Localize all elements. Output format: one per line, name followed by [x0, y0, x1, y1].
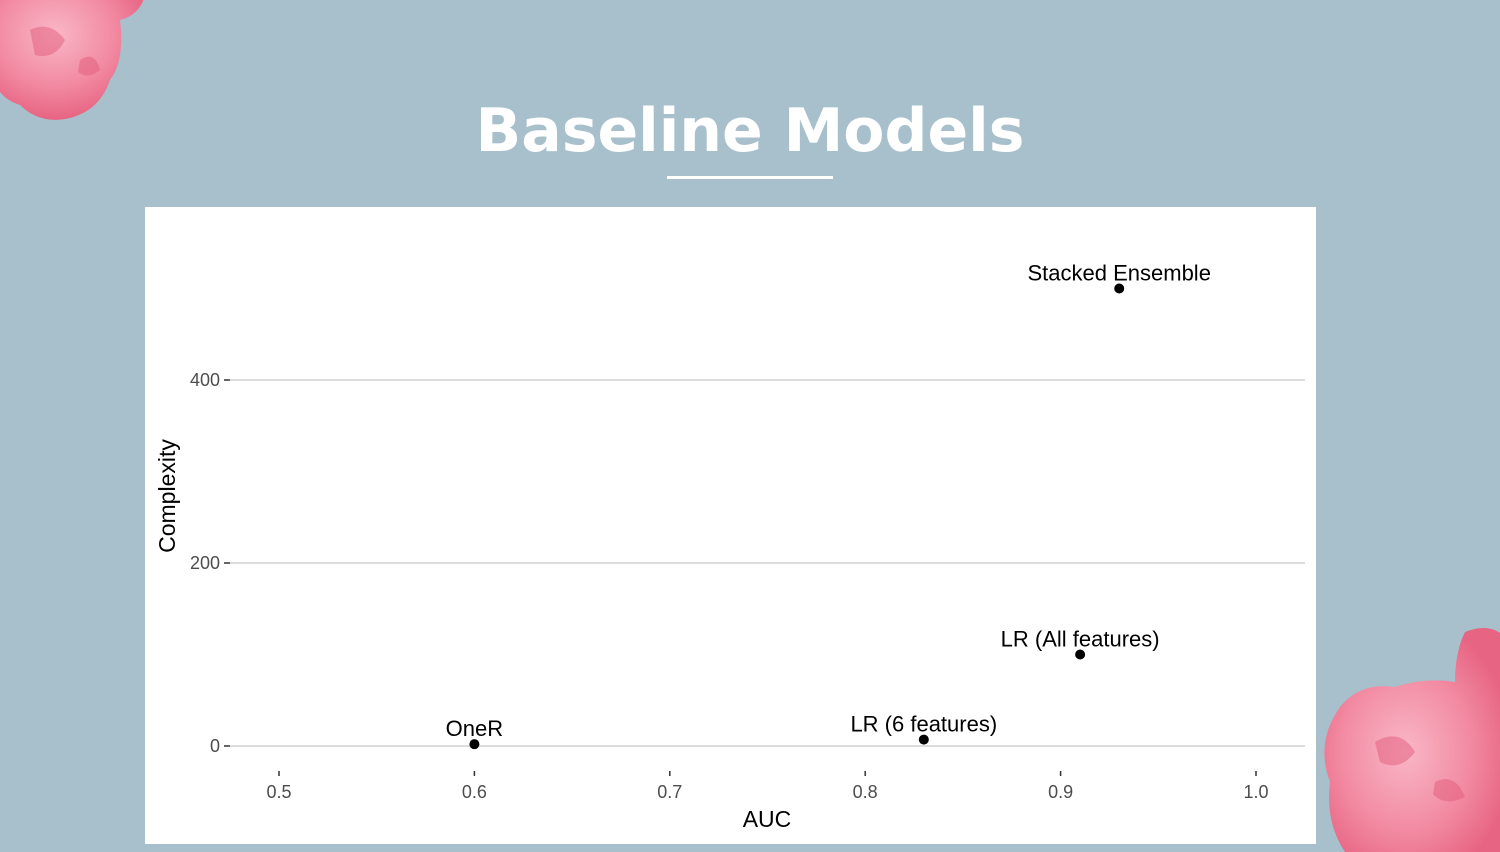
chart-panel — [145, 207, 1316, 844]
point-label: Stacked Ensemble — [1028, 261, 1211, 286]
cotton-candy-top-left-decoration — [0, 0, 144, 120]
x-tick-label: 0.5 — [266, 782, 291, 802]
cotton-candy-bottom-right-decoration — [1324, 628, 1500, 852]
x-tick-label: 0.9 — [1048, 782, 1073, 802]
y-tick-label: 0 — [210, 736, 220, 756]
title-underline — [667, 176, 833, 179]
x-tick-label: 1.0 — [1243, 782, 1268, 802]
y-tick-label: 200 — [190, 553, 220, 573]
y-tick-label: 400 — [190, 370, 220, 390]
data-point — [469, 739, 480, 750]
x-tick-label: 0.8 — [853, 782, 878, 802]
data-point — [918, 734, 929, 745]
data-point — [1075, 649, 1086, 660]
point-label: LR (6 features) — [850, 712, 997, 737]
y-axis-label: Complexity — [154, 439, 180, 553]
point-label: LR (All features) — [1001, 627, 1160, 652]
slide-title: Baseline Models — [475, 96, 1025, 166]
x-tick-label: 0.7 — [657, 782, 682, 802]
x-axis-label: AUC — [743, 806, 792, 832]
point-label: OneR — [446, 716, 503, 741]
x-tick-label: 0.6 — [462, 782, 487, 802]
data-point — [1114, 283, 1125, 294]
